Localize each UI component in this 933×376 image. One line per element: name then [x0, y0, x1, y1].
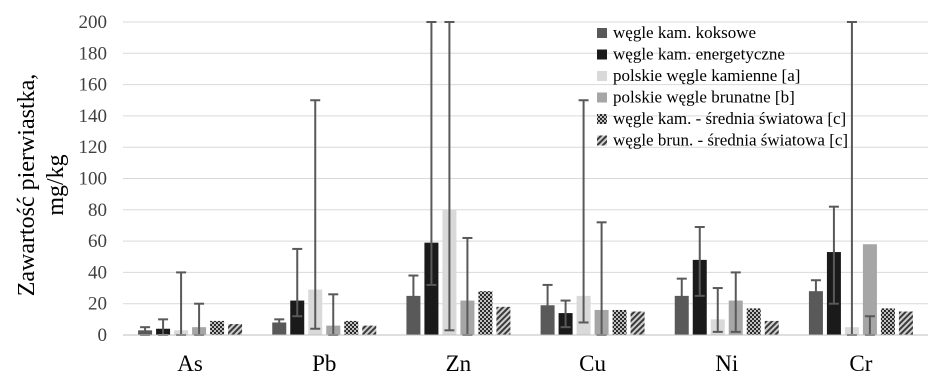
error-bar — [560, 299, 571, 329]
error-bar — [828, 205, 839, 305]
legend-entry-label: węgle kam. koksowe — [613, 23, 756, 42]
error-bar — [712, 287, 723, 333]
error-bar — [408, 274, 419, 318]
bar — [290, 300, 305, 335]
error-bars — [140, 21, 875, 336]
gridlines — [123, 21, 928, 305]
bar — [424, 242, 439, 335]
error-bar — [694, 226, 705, 297]
bar — [272, 322, 287, 335]
bar — [612, 309, 627, 335]
error-bar — [810, 279, 821, 304]
bar — [344, 320, 359, 335]
bar — [478, 291, 493, 335]
y-tick-label: 20 — [88, 294, 107, 315]
legend: węgle kam. koksowe węgle kam. energetyczn… — [597, 23, 848, 150]
bar — [674, 295, 689, 335]
error-bar — [542, 283, 553, 324]
bar — [630, 311, 645, 335]
y-axis-title-line-1: Zawartość pierwiastka, — [14, 74, 40, 297]
y-tick-label: 160 — [79, 75, 108, 96]
y-tick-label: 200 — [79, 12, 108, 33]
bar — [496, 306, 511, 335]
x-axis-category-labels: As Pb Zn Cu Ni Cr — [177, 351, 872, 376]
legend-entry-label: polskie węgle brunatne [b] — [613, 88, 795, 107]
category-label: As — [177, 351, 203, 376]
category-label: Zn — [446, 351, 472, 376]
bar — [898, 311, 913, 335]
y-tick-label: 180 — [79, 43, 108, 64]
y-tick-label: 60 — [88, 231, 107, 252]
legend-swatch — [597, 114, 607, 124]
legend-entry-label: węgle kam. energetyczne — [613, 45, 785, 64]
error-bar — [310, 99, 321, 330]
y-axis-title-line-2: mg/kg — [43, 154, 69, 215]
y-tick-label: 140 — [79, 106, 108, 127]
y-tick-label: 120 — [79, 137, 108, 158]
y-tick-label: 80 — [88, 200, 107, 221]
legend-entry-label: polskie węgle kamienne [a] — [613, 66, 800, 85]
y-tick-label: 100 — [79, 169, 108, 190]
legend-swatch — [597, 49, 607, 60]
category-label: Cr — [849, 351, 872, 376]
category-label: Cu — [579, 351, 606, 376]
y-axis-title: Zawartość pierwiastka, mg/kg — [14, 74, 69, 297]
error-bar — [444, 21, 455, 332]
category-label: Pb — [312, 351, 336, 376]
y-axis-tick-labels: 0 20 40 60 80 100 120 140 160 180 200 — [79, 12, 108, 346]
bar — [228, 324, 243, 335]
bar — [862, 244, 877, 335]
legend-swatch — [597, 135, 607, 146]
error-bar — [292, 247, 303, 318]
legend-entry-label: węgle kam. - średnia światowa [c] — [613, 109, 846, 128]
bar — [692, 259, 707, 335]
legend-entry-label: węgle brun. - średnia światowa [c] — [613, 131, 848, 150]
bar — [746, 308, 761, 335]
y-tick-label: 0 — [98, 325, 108, 346]
category-label: Ni — [715, 351, 738, 376]
bar — [210, 320, 225, 335]
error-bar — [730, 271, 741, 333]
legend-swatch — [597, 71, 607, 81]
legend-swatch — [597, 28, 607, 38]
legend-swatch — [597, 92, 607, 103]
bar — [362, 325, 377, 335]
error-bar — [426, 21, 437, 286]
error-bar — [274, 318, 285, 329]
error-bar — [676, 277, 687, 311]
bar — [764, 320, 779, 335]
bar — [880, 308, 895, 335]
error-bar — [578, 99, 589, 324]
y-tick-label: 40 — [88, 262, 107, 283]
